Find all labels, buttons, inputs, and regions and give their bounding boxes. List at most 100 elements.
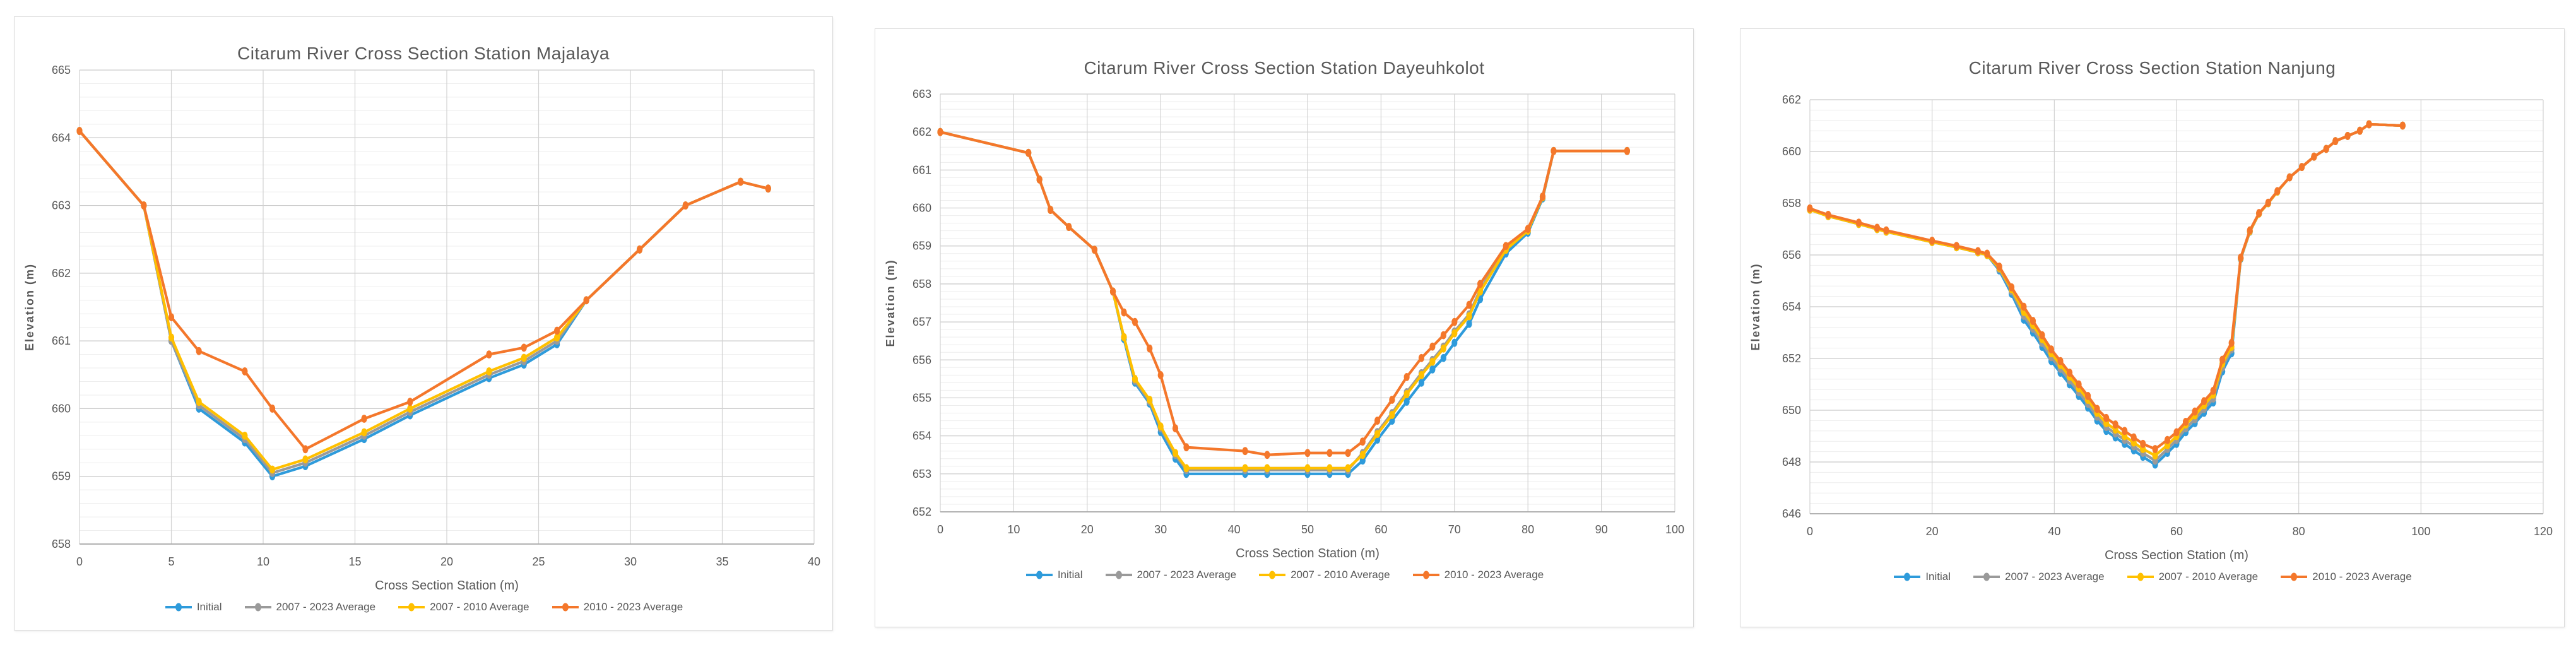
- legend-marker-gray-icon: [1973, 572, 2000, 581]
- svg-text:661: 661: [52, 334, 71, 347]
- legend-item-orange: 2010 - 2023 Average: [2279, 571, 2412, 583]
- x-axis-title: Cross Section Station (m): [2105, 548, 2248, 562]
- svg-text:661: 661: [913, 163, 931, 176]
- svg-text:660: 660: [913, 202, 931, 215]
- svg-text:653: 653: [913, 468, 931, 480]
- svg-text:40: 40: [1228, 523, 1241, 536]
- svg-text:15: 15: [348, 555, 361, 568]
- legend-item-blue: Initial: [1025, 569, 1083, 581]
- svg-text:60: 60: [1374, 523, 1387, 536]
- series-blue-line: [938, 131, 1629, 475]
- svg-text:5: 5: [168, 555, 174, 568]
- legend-label: 2007 - 2010 Average: [1291, 569, 1390, 581]
- series-orange: [76, 127, 771, 454]
- legend-label: 2007 - 2023 Average: [2005, 571, 2105, 583]
- series-blue-markers: [76, 127, 771, 481]
- svg-text:664: 664: [52, 131, 71, 144]
- series-orange: [1807, 120, 2406, 453]
- legend-marker-orange-icon: [552, 603, 579, 612]
- svg-text:20: 20: [440, 555, 453, 568]
- svg-text:646: 646: [1782, 507, 1801, 520]
- chart-panel-nanjung: Citarum River Cross Section Station Nanj…: [1740, 28, 2565, 627]
- svg-text:20: 20: [1926, 525, 1939, 538]
- x-axis-title: Cross Section Station (m): [1236, 547, 1380, 560]
- series-orange-line: [938, 131, 1629, 456]
- svg-text:655: 655: [913, 391, 931, 404]
- legend-label: 2007 - 2023 Average: [276, 601, 376, 613]
- series-orange-line: [1808, 122, 2404, 451]
- legend-marker-yellow-icon: [1259, 571, 1286, 579]
- svg-text:656: 656: [913, 353, 931, 366]
- svg-text:660: 660: [52, 402, 71, 415]
- svg-text:25: 25: [532, 555, 545, 568]
- svg-text:662: 662: [913, 126, 931, 138]
- svg-text:0: 0: [937, 523, 943, 536]
- chart-panel-dayeuhkolot: Citarum River Cross Section Station Daye…: [875, 28, 1694, 627]
- svg-text:654: 654: [1782, 300, 1801, 313]
- svg-text:663: 663: [52, 199, 71, 212]
- legend-label: 2007 - 2023 Average: [1137, 569, 1237, 581]
- series-gray-line: [78, 129, 770, 475]
- legend-item-blue: Initial: [164, 601, 222, 613]
- series-gray-markers: [76, 127, 771, 477]
- series-orange: [937, 127, 1630, 459]
- svg-text:100: 100: [2411, 525, 2430, 538]
- svg-text:120: 120: [2534, 525, 2553, 538]
- legend-label: 2007 - 2010 Average: [430, 601, 529, 613]
- svg-text:80: 80: [1521, 523, 1534, 536]
- svg-text:100: 100: [1665, 523, 1684, 536]
- svg-text:652: 652: [1782, 352, 1801, 365]
- svg-text:40: 40: [808, 555, 820, 568]
- svg-text:60: 60: [2170, 525, 2183, 538]
- chart-panel-majalaya: Citarum River Cross Section Station Maja…: [14, 16, 833, 631]
- svg-text:660: 660: [1782, 145, 1801, 158]
- svg-text:10: 10: [1007, 523, 1020, 536]
- series-gray: [76, 127, 771, 477]
- legend-label: 2010 - 2023 Average: [2312, 571, 2412, 583]
- legend-marker-yellow-icon: [398, 603, 425, 612]
- svg-text:30: 30: [1154, 523, 1167, 536]
- x-axis-tick-labels: 0 20 40 60 80 100 120: [1807, 525, 2553, 538]
- series-orange-markers: [1807, 120, 2406, 453]
- series-yellow-markers: [1807, 120, 2406, 460]
- chart-title-dayeuhkolot: Citarum River Cross Section Station Daye…: [1084, 58, 1485, 78]
- svg-text:658: 658: [1782, 197, 1801, 210]
- chart-title-majalaya: Citarum River Cross Section Station Maja…: [237, 44, 610, 63]
- y-axis-tick-labels: 646 648 650 652 654 656 658 660 662: [1782, 93, 1801, 520]
- legend-item-yellow: 2007 - 2010 Average: [397, 601, 529, 613]
- svg-text:662: 662: [1782, 93, 1801, 106]
- svg-text:40: 40: [2048, 525, 2060, 538]
- legend-item-orange: 2010 - 2023 Average: [1412, 569, 1544, 581]
- y-axis-title: Elevation (m): [23, 263, 36, 351]
- chart-plot-dayeuhkolot: 652 653 654 655 656 657 658 659 660 661 662 663 0 10 2…: [884, 88, 1684, 560]
- legend-label: 2010 - 2023 Average: [583, 601, 683, 613]
- legend-item-orange: 2010 - 2023 Average: [551, 601, 683, 613]
- y-axis-tick-labels: 652 653 654 655 656 657 658 659 660 661 662 663: [913, 88, 931, 518]
- chart-plot-majalaya: 658 659 660 661 662 663 664 665 0 5 10 15 20 25 30 35 40…: [23, 64, 820, 593]
- svg-text:665: 665: [52, 64, 71, 76]
- legend-item-gray: 2007 - 2023 Average: [244, 601, 376, 613]
- series-blue-line: [1808, 122, 2404, 466]
- svg-text:35: 35: [716, 555, 728, 568]
- legend-item-gray: 2007 - 2023 Average: [1972, 571, 2105, 583]
- chart-legend-majalaya: Initial 2007 - 2023 Average 2007 - 2010 Av…: [15, 601, 832, 613]
- series-yellow-line: [1808, 122, 2404, 457]
- x-axis-tick-labels: 0 5 10 15 20 25 30 35 40: [76, 555, 820, 568]
- svg-text:659: 659: [913, 240, 931, 252]
- svg-text:658: 658: [913, 278, 931, 290]
- legend-marker-orange-icon: [1412, 571, 1439, 579]
- legend-marker-blue-icon: [1025, 571, 1053, 579]
- legend-label: 2010 - 2023 Average: [1444, 569, 1544, 581]
- svg-text:20: 20: [1081, 523, 1094, 536]
- x-axis-tick-labels: 0 10 20 30 40 50 60 70 80 90 100: [937, 523, 1684, 536]
- y-axis-title: Elevation (m): [1749, 263, 1762, 350]
- svg-text:654: 654: [913, 430, 931, 442]
- series-orange-markers: [937, 127, 1630, 459]
- svg-text:0: 0: [1807, 525, 1813, 538]
- svg-text:50: 50: [1301, 523, 1314, 536]
- svg-text:657: 657: [913, 316, 931, 328]
- series-gray-line: [938, 131, 1629, 471]
- chart-legend-nanjung: Initial 2007 - 2023 Average 2007 - 2010 Av…: [1740, 571, 2564, 583]
- legend-marker-gray-icon: [1105, 571, 1132, 579]
- x-axis-title: Cross Section Station (m): [375, 579, 519, 593]
